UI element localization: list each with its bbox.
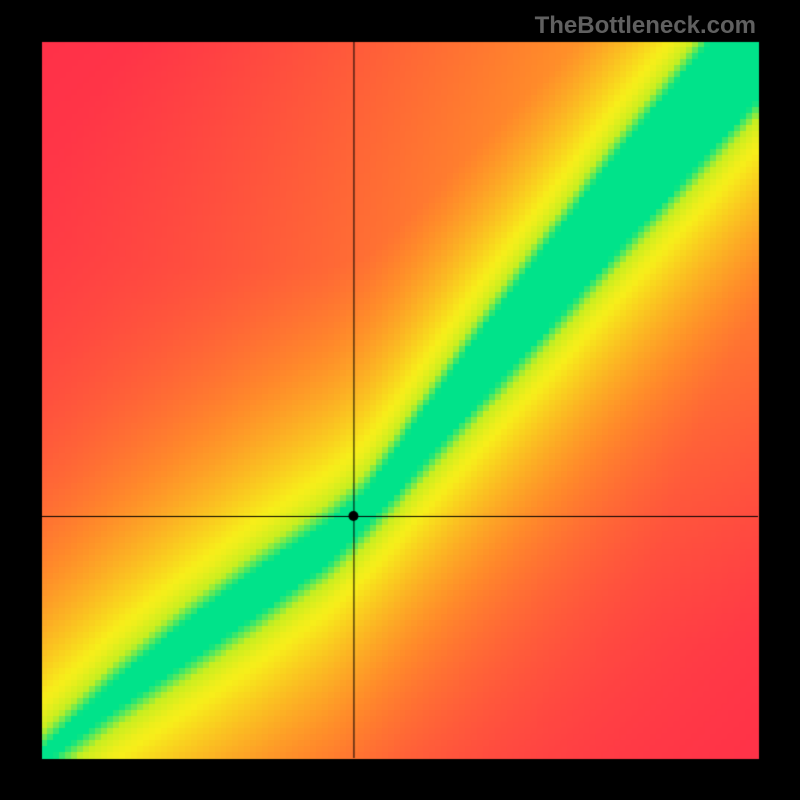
chart-container: TheBottleneck.com [0,0,800,800]
bottleneck-heatmap [0,0,800,800]
watermark-text: TheBottleneck.com [535,12,756,40]
